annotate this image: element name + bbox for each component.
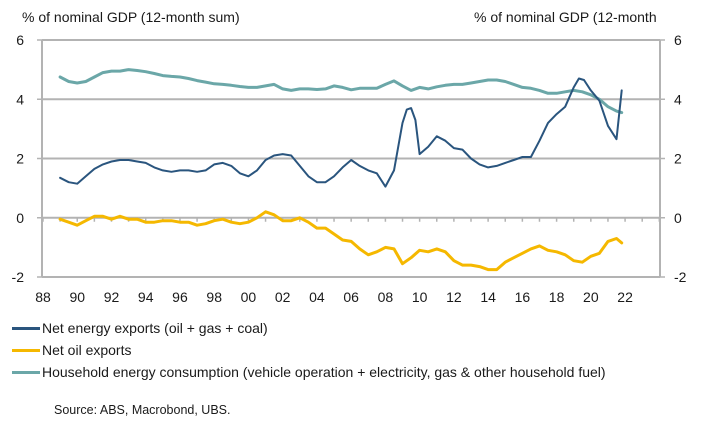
legend-item-net-oil: Net oil exports [12,339,606,361]
x-tick-labels: 88 90 92 94 96 98 00 02 04 06 08 10 12 14 16 18 20 22 [35,289,633,305]
gridlines [42,39,660,160]
x-tick-label: 08 [378,289,394,305]
x-tick-label: 96 [172,289,188,305]
legend-swatch-household-energy [12,370,40,374]
x-tick-label: 20 [583,289,599,305]
legend: Net energy exports (oil + gas + coal) Ne… [12,317,606,383]
series-line-net-energy-exports [59,77,623,188]
right-y-tick-label: 2 [674,151,682,167]
x-tick-label: 04 [309,289,325,305]
legend-swatch-net-oil [12,348,40,352]
left-y-tick-label: 6 [16,32,24,48]
legend-label-household-energy: Household energy consumption (vehicle op… [42,364,606,380]
left-y-tick-label: 0 [16,210,24,226]
x-tick-label: 12 [446,289,462,305]
legend-label-net-energy: Net energy exports (oil + gas + coal) [42,320,268,336]
x-tick-label: 18 [549,289,565,305]
x-tick-label: 98 [206,289,222,305]
right-axis-unit-label: % of nominal GDP (12-month [474,9,657,25]
right-y-tick-label: 0 [674,210,682,226]
x-tick-label: 14 [480,289,496,305]
x-tick-label: 00 [241,289,257,305]
x-tick-label: 10 [412,289,428,305]
x-tick-label: 22 [617,289,633,305]
x-tick-label: 94 [138,289,154,305]
left-y-tick-label: 4 [16,91,24,107]
legend-item-household-energy: Household energy consumption (vehicle op… [12,361,606,383]
right-y-tick-label: 4 [674,91,682,107]
left-y-tick-label: 2 [16,151,24,167]
x-tick-label: 06 [343,289,359,305]
source-note: Source: ABS, Macrobond, UBS. [54,403,231,417]
right-y-tick-label: -2 [674,269,687,285]
left-y-tick-labels: 6 4 2 0 -2 [12,32,25,285]
x-tick-label: 88 [35,289,51,305]
series-line-household-energy [58,68,624,115]
series-line-net-oil-exports [58,210,624,272]
x-tick-label: 92 [104,289,120,305]
series-lines [58,68,624,272]
left-axis-unit-label: % of nominal GDP (12-month sum) [22,9,240,25]
left-y-tick-label: -2 [12,269,25,285]
right-y-tick-label: 6 [674,32,682,48]
x-tick-label: 90 [69,289,85,305]
legend-item-net-energy: Net energy exports (oil + gas + coal) [12,317,606,339]
legend-label-net-oil: Net oil exports [42,342,132,358]
right-y-tick-labels: 6 4 2 0 -2 [674,32,687,285]
x-tick-label: 16 [515,289,531,305]
legend-swatch-net-energy [12,326,40,330]
x-tick-label: 02 [275,289,291,305]
